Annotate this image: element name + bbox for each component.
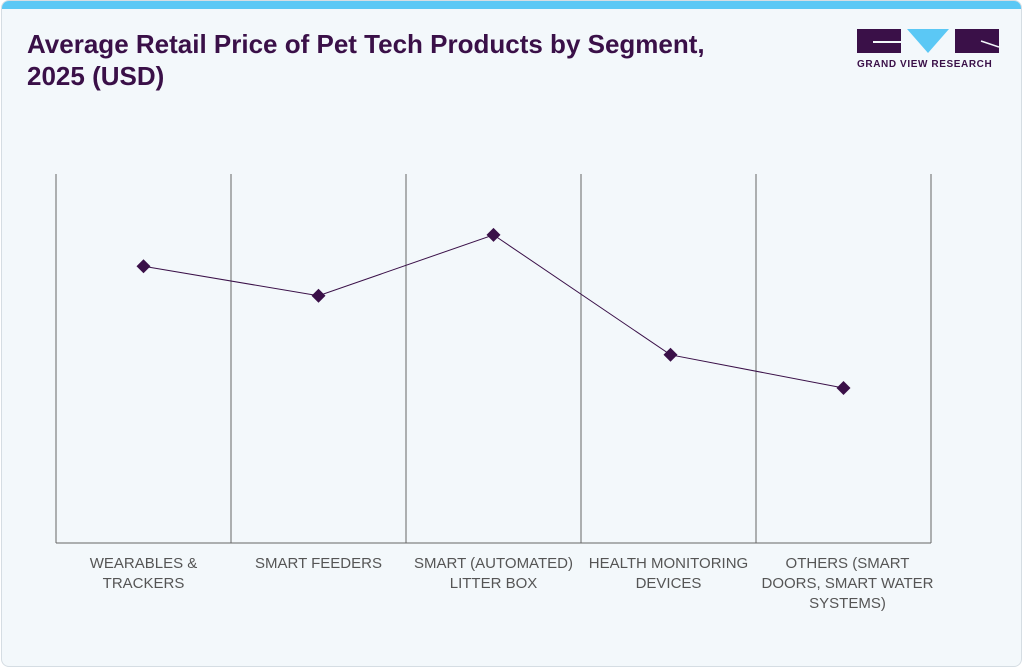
data-point-marker: [311, 288, 326, 303]
series-line: [143, 234, 844, 389]
x-tick-label: WEARABLES & TRACKERS: [89, 555, 198, 592]
x-tick-label: HEALTH MONITORING DEVICES: [588, 555, 749, 592]
grand-view-research-logo: GRAND VIEW RESEARCH: [857, 29, 1002, 70]
data-point-marker: [136, 259, 151, 274]
x-tick-label: SMART FEEDERS: [255, 555, 382, 572]
chart-title: Average Retail Price of Pet Tech Product…: [27, 29, 705, 91]
x-tick-label: OTHERS (SMART DOORS, SMART WATER SYSTEMS…: [761, 555, 934, 612]
data-point-marker: [836, 381, 851, 396]
data-point-marker: [486, 227, 501, 242]
logo-mark-icon: [857, 29, 999, 53]
x-tick-label: SMART (AUTOMATED) LITTER BOX: [414, 555, 573, 592]
logo-text: GRAND VIEW RESEARCH: [857, 59, 993, 70]
data-point-marker: [663, 347, 678, 362]
top-accent-bar: [2, 1, 1021, 9]
